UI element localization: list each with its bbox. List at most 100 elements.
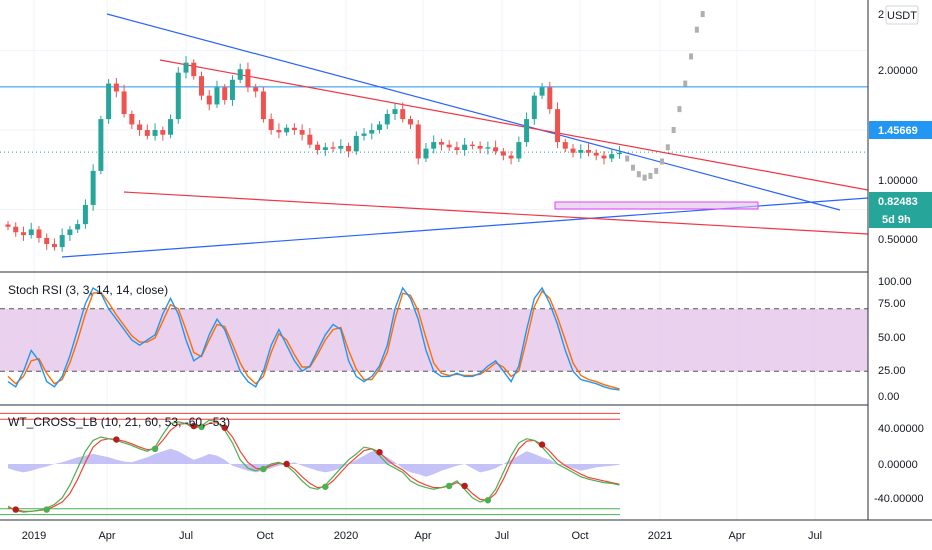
candle-body bbox=[423, 148, 429, 159]
time-label-apr-2021: Apr bbox=[728, 530, 745, 542]
candle-body bbox=[322, 147, 328, 151]
currency-label: USDT bbox=[887, 10, 917, 22]
support-box[interactable] bbox=[554, 201, 759, 210]
projection-bar bbox=[694, 26, 699, 33]
candle-body bbox=[516, 142, 522, 159]
candle-body bbox=[500, 151, 506, 156]
stoch-tick-0: 0.00 bbox=[878, 391, 899, 403]
candle-body bbox=[229, 79, 235, 100]
candle-body bbox=[562, 142, 568, 149]
candle-body bbox=[415, 124, 421, 159]
time-label-oct-2020: Oct bbox=[571, 530, 588, 542]
candle-body bbox=[268, 119, 274, 131]
candle-body bbox=[199, 76, 204, 96]
candle-body bbox=[531, 95, 537, 120]
candle-body bbox=[13, 226, 19, 233]
stoch-tick-100: 100.00 bbox=[878, 276, 912, 288]
stoch-rsi-pane[interactable] bbox=[0, 286, 868, 391]
projection-bar bbox=[625, 155, 630, 162]
wt-cross-title[interactable]: WT_CROSS_LB (10, 21, 60, 53, -60, -53) bbox=[8, 415, 230, 429]
candle-body bbox=[144, 130, 150, 136]
candle-body bbox=[593, 152, 599, 156]
candle-body bbox=[90, 170, 96, 205]
candle-body bbox=[462, 144, 468, 151]
stoch-tick-75: 75.00 bbox=[878, 298, 906, 310]
descending-blue-trendline[interactable] bbox=[106, 13, 841, 211]
candle-body bbox=[454, 147, 460, 151]
projection-bar bbox=[654, 167, 659, 174]
candle-body bbox=[547, 87, 553, 110]
candle-body bbox=[59, 235, 65, 248]
candle-body bbox=[5, 224, 11, 227]
wt-cross-pane[interactable] bbox=[0, 412, 620, 516]
candle-body bbox=[206, 95, 212, 105]
candle-body bbox=[586, 150, 591, 153]
candle-body bbox=[20, 232, 26, 236]
horizontal-level-badge[interactable] bbox=[869, 121, 932, 139]
candle-body bbox=[377, 124, 383, 131]
candle-body bbox=[51, 243, 57, 248]
stoch-band-fill bbox=[0, 308, 868, 372]
projection-bar bbox=[677, 106, 682, 113]
wt-tick-minus40: -40.00000 bbox=[874, 493, 924, 505]
price-tick-05: 0.50000 bbox=[878, 234, 918, 246]
time-label-apr-2020: Apr bbox=[414, 530, 431, 542]
wt-cross-dot bbox=[461, 482, 468, 490]
stoch-tick-25: 25.00 bbox=[878, 365, 906, 377]
projection-bar bbox=[642, 174, 647, 181]
time-label-jul-2019: Jul bbox=[179, 530, 193, 542]
projection-bar bbox=[683, 80, 688, 87]
candle-body bbox=[330, 147, 336, 149]
wt-cross-dot bbox=[113, 436, 120, 443]
candle-body bbox=[469, 144, 475, 146]
wt1-line[interactable] bbox=[7, 419, 620, 513]
wt-cross-dot bbox=[376, 448, 383, 456]
candles-layer bbox=[5, 11, 705, 252]
time-label-2019: 2019 bbox=[22, 530, 46, 542]
drawings-layer[interactable] bbox=[0, 13, 869, 258]
candle-body bbox=[183, 62, 189, 73]
candle-body bbox=[601, 155, 607, 159]
candle-body bbox=[361, 133, 367, 136]
wt-cross-dot bbox=[322, 483, 329, 490]
currency-badge[interactable] bbox=[885, 5, 919, 25]
last-price-value: 0.82483 bbox=[878, 196, 918, 208]
time-label-apr-2019: Apr bbox=[98, 530, 115, 542]
candle-body bbox=[616, 152, 622, 155]
projection-bar bbox=[700, 11, 705, 18]
projection-bar bbox=[665, 144, 670, 151]
wt-cross-dot bbox=[445, 482, 453, 490]
candle-body bbox=[299, 130, 305, 135]
candle-body bbox=[175, 72, 181, 120]
candle-body bbox=[578, 150, 584, 153]
candle-body bbox=[214, 87, 220, 105]
last-price-badge[interactable] bbox=[869, 192, 932, 228]
candle-body bbox=[160, 130, 166, 135]
lower-red-trendline[interactable] bbox=[123, 191, 869, 235]
candle-body bbox=[98, 119, 104, 171]
stoch-d-line[interactable] bbox=[7, 289, 620, 390]
wt-cross-dot bbox=[43, 506, 50, 513]
wt-cross-dot bbox=[190, 422, 197, 430]
candle-body bbox=[276, 130, 282, 133]
price-tick-2: 2.00000 bbox=[878, 65, 918, 77]
candle-body bbox=[36, 229, 42, 238]
stoch-k-line[interactable] bbox=[7, 286, 620, 391]
wt-tick-40: 40.00000 bbox=[878, 423, 924, 435]
candle-body bbox=[446, 144, 452, 148]
wt-cross-dot bbox=[198, 423, 205, 431]
descending-red-trendline[interactable] bbox=[159, 59, 869, 191]
wt-cross-dot bbox=[260, 465, 267, 473]
candle-body bbox=[524, 119, 530, 143]
wt-cross-dot bbox=[283, 460, 290, 468]
candle-body bbox=[137, 124, 143, 131]
candle-body bbox=[307, 134, 313, 145]
time-label-jul-2020: Jul bbox=[495, 530, 509, 542]
stoch-rsi-title[interactable]: Stoch RSI (3, 3, 14, 14, close) bbox=[8, 283, 168, 297]
projection-bar bbox=[636, 171, 641, 178]
candle-body bbox=[44, 237, 50, 244]
horizontal-level-value: 1.45669 bbox=[878, 125, 918, 137]
candle-body bbox=[113, 83, 119, 92]
